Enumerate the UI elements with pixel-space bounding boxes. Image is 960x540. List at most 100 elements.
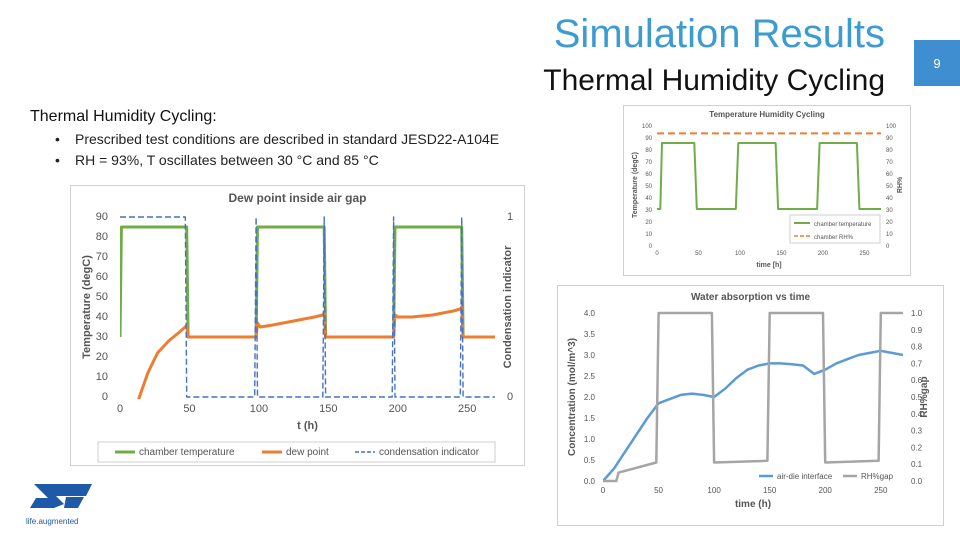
- y2-tick-label: 0: [886, 244, 890, 250]
- y-tick-label: 50: [645, 184, 652, 190]
- y-tick-label: 60: [645, 172, 652, 178]
- dew-point-chart: Dew point inside air gap0102030405060708…: [70, 185, 525, 466]
- y-axis-label: Concentration (mol/m^3): [567, 338, 578, 456]
- x-tick-label: 200: [818, 251, 829, 257]
- chart-title: Water absorption vs time: [691, 292, 811, 303]
- y2-axis-label: RH%gap: [919, 376, 930, 417]
- y-tick-label: 10: [96, 371, 108, 383]
- y2-tick-label: 80: [886, 148, 893, 154]
- x-tick-label: 200: [389, 403, 407, 415]
- series-line-dew-point: [137, 305, 495, 399]
- legend-label: chamber temperature: [139, 447, 235, 458]
- y-tick-label: 1.5: [584, 414, 596, 423]
- x-tick-label: 200: [819, 486, 833, 495]
- y2-axis-label: Condensation indicator: [502, 245, 514, 369]
- bullet-item: • Prescribed test conditions are describe…: [55, 131, 499, 147]
- series-line-chamber-temperature: [657, 142, 881, 210]
- bullet-text: Prescribed test conditions are described…: [75, 131, 500, 147]
- x-tick-label: 50: [695, 251, 702, 257]
- water-absorption-chart: Water absorption vs time 0.0 0.5 1.0 1.5 2.0 2…: [557, 285, 944, 526]
- y-tick-label: 100: [642, 124, 653, 130]
- x-tick-label: 0: [655, 251, 659, 257]
- x-axis-label: t (h): [297, 420, 318, 432]
- y2-tick-label: 0: [507, 391, 513, 403]
- x-tick-label: 150: [319, 403, 337, 415]
- y-axis-label: Temperature (degC): [632, 152, 639, 218]
- y-tick-label: 10: [645, 232, 652, 238]
- y2-tick-label: 10: [886, 232, 893, 238]
- y-tick-label: 0.5: [584, 456, 596, 465]
- bullet-list: • Prescribed test conditions are describe…: [55, 131, 499, 173]
- chart-title: Temperature Humidity Cycling: [709, 110, 825, 119]
- x-tick-label: 100: [735, 251, 746, 257]
- y-tick-label: 80: [645, 148, 652, 154]
- y2-tick-label: 0.5: [911, 393, 923, 402]
- legend-box: [97, 441, 496, 463]
- x-tick-label: 250: [859, 251, 870, 257]
- y-tick-label: 0.0: [584, 477, 596, 486]
- y-tick-label: 30: [645, 208, 652, 214]
- y-tick-label: 40: [645, 196, 652, 202]
- x-tick-label: 250: [874, 486, 888, 495]
- y-tick-label: 3.5: [584, 330, 596, 339]
- y2-tick-label: 0.8: [911, 343, 923, 352]
- x-tick-label: 250: [458, 403, 476, 415]
- bullet-text: RH = 93%, T oscillates between 30 °C and…: [75, 152, 379, 168]
- y2-tick-label: 30: [886, 208, 893, 214]
- y-tick-label: 50: [96, 291, 108, 303]
- x-tick-label: 0: [117, 403, 123, 415]
- y-tick-label: 4.0: [584, 309, 596, 318]
- y-tick-label: 80: [96, 231, 108, 243]
- st-logo: life.augmented: [26, 482, 96, 526]
- bullet-dot-icon: •: [55, 131, 60, 147]
- bullet-dot-icon: •: [55, 152, 60, 168]
- chart-frame: [623, 105, 911, 276]
- temperature-humidity-cycling-chart: Temperature Humidity Cycling 0 10 20 30 40 50 6…: [623, 105, 911, 276]
- y-tick-label: 0: [102, 391, 108, 403]
- x-tick-label: 100: [707, 486, 721, 495]
- y2-tick-label: 40: [886, 196, 893, 202]
- x-tick-label: 50: [183, 403, 195, 415]
- x-tick-label: 100: [250, 403, 268, 415]
- y-tick-label: 70: [96, 251, 108, 263]
- series-line-air-die-interface: [603, 349, 903, 482]
- y2-tick-label: 0.2: [911, 443, 923, 452]
- y-tick-label: 3.0: [584, 351, 596, 360]
- y-tick-label: 40: [96, 311, 108, 323]
- x-tick-label: 150: [763, 486, 777, 495]
- chart-title: Dew point inside air gap: [228, 191, 366, 205]
- y2-tick-label: 0.9: [911, 326, 923, 335]
- y-tick-label: 60: [96, 271, 108, 283]
- slide-subtitle: Thermal Humidity Cycling: [543, 64, 885, 97]
- y2-tick-label: 90: [886, 136, 893, 142]
- y2-tick-label: 60: [886, 172, 893, 178]
- y2-tick-label: 100: [886, 124, 897, 130]
- y2-tick-label: 0.4: [911, 410, 923, 419]
- x-axis-label: time [h]: [756, 262, 781, 269]
- legend-label: RH%gap: [861, 472, 894, 481]
- series-line-condensation-indicator: [120, 216, 495, 398]
- x-tick-label: 150: [776, 251, 787, 257]
- y-tick-label: 0: [649, 244, 653, 250]
- series-line-rh-gap: [603, 311, 903, 483]
- y2-tick-label: 1: [507, 211, 513, 223]
- x-axis-label: time (h): [735, 499, 771, 510]
- y2-tick-label: 0.0: [911, 477, 923, 486]
- y2-tick-label: 0.3: [911, 427, 923, 436]
- y-tick-label: 90: [96, 211, 108, 223]
- legend-box: [789, 214, 881, 244]
- legend-label: chamber temperature: [814, 222, 872, 228]
- y-tick-label: 2.5: [584, 372, 596, 381]
- y2-axis-label: RH%: [897, 176, 904, 193]
- y-axis-label: Temperature (degC): [81, 255, 93, 359]
- page-number-badge: 9: [914, 40, 960, 86]
- y2-tick-label: 50: [886, 184, 893, 190]
- y-tick-label: 20: [645, 220, 652, 226]
- y2-tick-label: 0.6: [911, 376, 923, 385]
- logo-tagline: life.augmented: [26, 517, 79, 526]
- y-tick-label: 70: [645, 160, 652, 166]
- y2-tick-label: 20: [886, 220, 893, 226]
- y2-tick-label: 1.0: [911, 309, 923, 318]
- bullet-item: • RH = 93%, T oscillates between 30 °C an…: [55, 152, 499, 168]
- y-tick-label: 1.0: [584, 435, 596, 444]
